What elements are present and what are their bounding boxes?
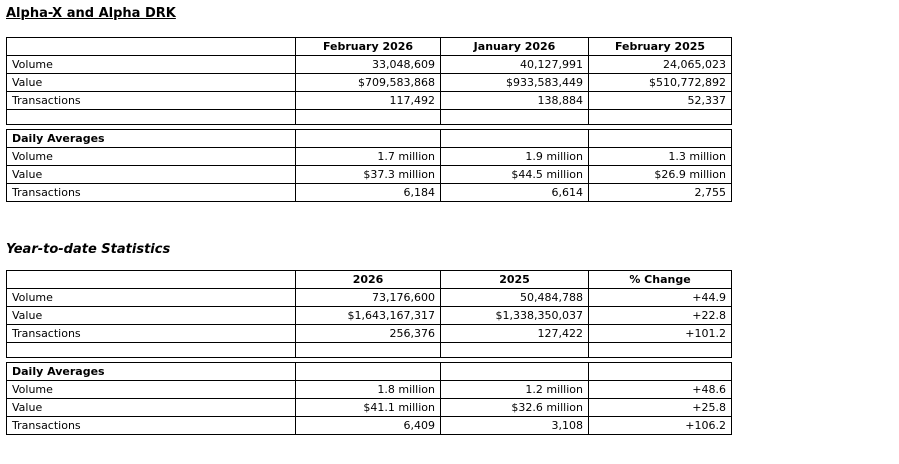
cell-value: 1.3 million (588, 147, 732, 166)
cell-value: 24,065,023 (588, 55, 732, 74)
column-header-2026: 2026 (295, 270, 441, 289)
row-label: Volume (6, 147, 296, 166)
cell-value: +25.8 (588, 398, 732, 417)
daily-averages-header-row: Daily Averages (6, 129, 732, 148)
row-label: Transactions (6, 416, 296, 435)
cell-value: 117,492 (295, 91, 441, 110)
column-header-feb-2025: February 2025 (588, 37, 732, 56)
cell-value: 6,409 (295, 416, 441, 435)
table-row-value: Value $37.3 million $44.5 million $26.9 … (6, 165, 732, 184)
empty-cell (440, 109, 589, 125)
column-header-blank (6, 270, 296, 289)
cell-value: +22.8 (588, 306, 732, 325)
cell-value: +48.6 (588, 380, 732, 399)
cell-value: 3,108 (440, 416, 589, 435)
cell-value: +106.2 (588, 416, 732, 435)
cell-value: 6,614 (440, 183, 589, 202)
cell-value: 1.7 million (295, 147, 441, 166)
cell-value: 2,755 (588, 183, 732, 202)
empty-cell (295, 342, 441, 358)
row-label: Value (6, 306, 296, 325)
empty-cell (440, 129, 589, 148)
cell-value: $709,583,868 (295, 73, 441, 92)
daily-averages-header-row: Daily Averages (6, 362, 732, 381)
cell-value: 33,048,609 (295, 55, 441, 74)
column-header-pct-change: % Change (588, 270, 732, 289)
row-label: Volume (6, 288, 296, 307)
column-header-jan-2026: January 2026 (440, 37, 589, 56)
cell-value: 40,127,991 (440, 55, 589, 74)
empty-cell (295, 129, 441, 148)
spacer-row (6, 342, 732, 358)
section-header: Daily Averages (6, 129, 296, 148)
monthly-table: February 2026 January 2026 February 2025… (6, 37, 732, 125)
cell-value: $1,643,167,317 (295, 306, 441, 325)
table-row-value: Value $709,583,868 $933,583,449 $510,772… (6, 73, 732, 92)
monthly-header-row: February 2026 January 2026 February 2025 (6, 37, 732, 56)
row-label: Value (6, 73, 296, 92)
cell-value: $1,338,350,037 (440, 306, 589, 325)
row-label: Volume (6, 55, 296, 74)
empty-cell (440, 362, 589, 381)
cell-value: $32.6 million (440, 398, 589, 417)
table-row-value: Value $1,643,167,317 $1,338,350,037 +22.… (6, 306, 732, 325)
cell-value: 73,176,600 (295, 288, 441, 307)
cell-value: $41.1 million (295, 398, 441, 417)
cell-value: 127,422 (440, 324, 589, 343)
cell-value: $510,772,892 (588, 73, 732, 92)
row-label: Value (6, 398, 296, 417)
row-label: Transactions (6, 183, 296, 202)
monthly-section-title: Alpha-X and Alpha DRK (6, 6, 176, 21)
cell-value: 6,184 (295, 183, 441, 202)
empty-cell (440, 342, 589, 358)
cell-value: 1.9 million (440, 147, 589, 166)
cell-value: 1.2 million (440, 380, 589, 399)
column-header-2025: 2025 (440, 270, 589, 289)
empty-cell (588, 362, 732, 381)
section-header: Daily Averages (6, 362, 296, 381)
row-label: Transactions (6, 324, 296, 343)
table-row-transactions: Transactions 6,184 6,614 2,755 (6, 183, 732, 202)
table-row-volume: Volume 33,048,609 40,127,991 24,065,023 (6, 55, 732, 74)
table-row-volume: Volume 73,176,600 50,484,788 +44.9 (6, 288, 732, 307)
empty-cell (588, 129, 732, 148)
table-row-value: Value $41.1 million $32.6 million +25.8 (6, 398, 732, 417)
empty-cell (588, 109, 732, 125)
empty-cell (6, 342, 296, 358)
ytd-section-title: Year-to-date Statistics (6, 242, 171, 257)
row-label: Value (6, 165, 296, 184)
ytd-header-row: 2026 2025 % Change (6, 270, 732, 289)
cell-value: $933,583,449 (440, 73, 589, 92)
column-header-feb-2026: February 2026 (295, 37, 441, 56)
empty-cell (6, 109, 296, 125)
cell-value: +101.2 (588, 324, 732, 343)
cell-value: 50,484,788 (440, 288, 589, 307)
spacer-row (6, 109, 732, 125)
empty-cell (295, 109, 441, 125)
table-row-transactions: Transactions 256,376 127,422 +101.2 (6, 324, 732, 343)
cell-value: 52,337 (588, 91, 732, 110)
cell-value: +44.9 (588, 288, 732, 307)
ytd-daily-averages-table: Daily Averages Volume 1.8 million 1.2 mi… (6, 362, 732, 435)
table-row-volume: Volume 1.7 million 1.9 million 1.3 milli… (6, 147, 732, 166)
monthly-daily-averages-table: Daily Averages Volume 1.7 million 1.9 mi… (6, 129, 732, 202)
cell-value: $37.3 million (295, 165, 441, 184)
empty-cell (295, 362, 441, 381)
cell-value: $26.9 million (588, 165, 732, 184)
cell-value: $44.5 million (440, 165, 589, 184)
table-row-volume: Volume 1.8 million 1.2 million +48.6 (6, 380, 732, 399)
row-label: Transactions (6, 91, 296, 110)
table-row-transactions: Transactions 6,409 3,108 +106.2 (6, 416, 732, 435)
empty-cell (588, 342, 732, 358)
column-header-blank (6, 37, 296, 56)
table-row-transactions: Transactions 117,492 138,884 52,337 (6, 91, 732, 110)
cell-value: 256,376 (295, 324, 441, 343)
row-label: Volume (6, 380, 296, 399)
ytd-table: 2026 2025 % Change Volume 73,176,600 50,… (6, 270, 732, 358)
cell-value: 1.8 million (295, 380, 441, 399)
cell-value: 138,884 (440, 91, 589, 110)
